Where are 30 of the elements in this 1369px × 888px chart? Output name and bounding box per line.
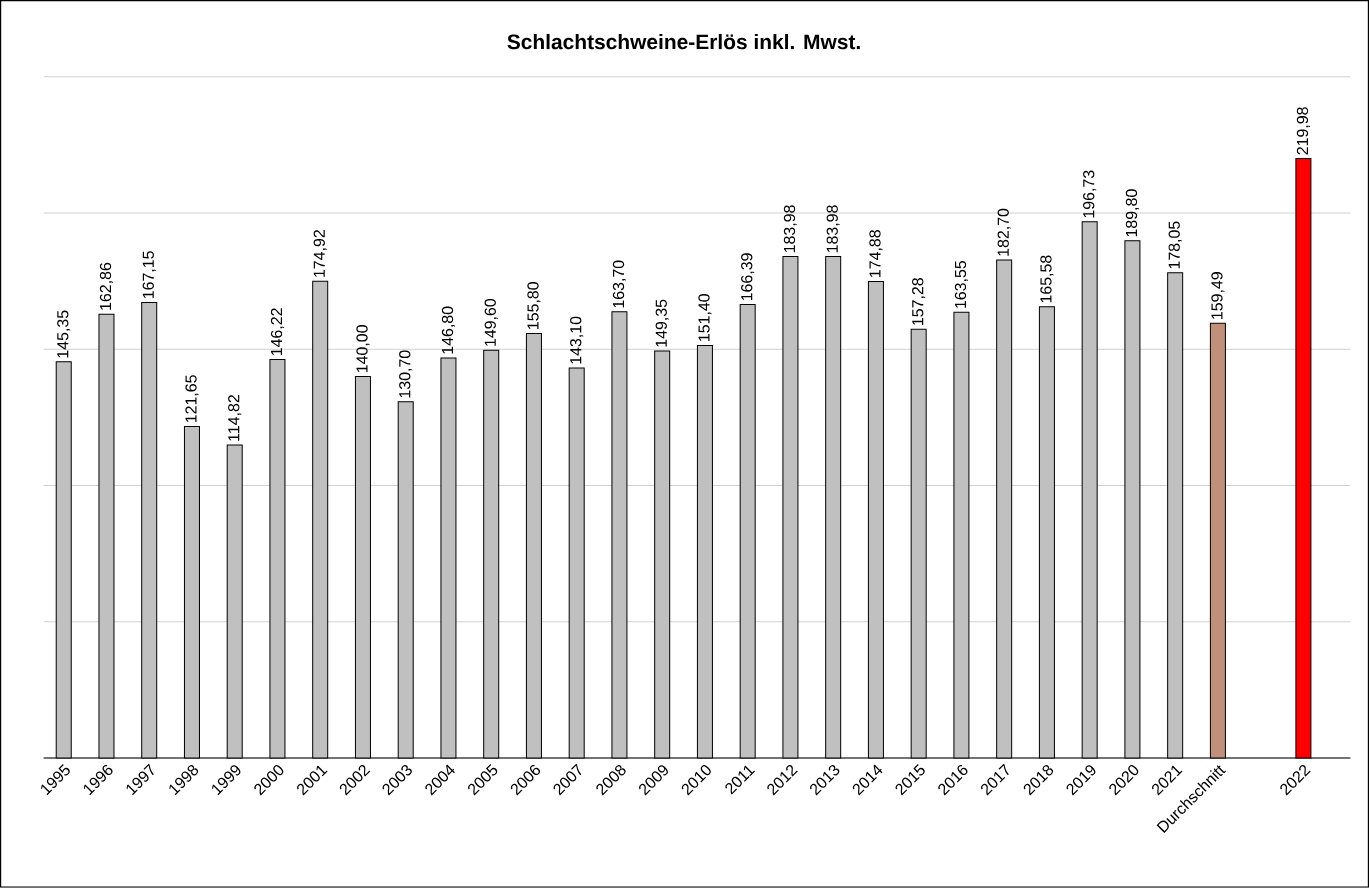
data-label: 149,35	[655, 299, 669, 347]
data-label: 157,28	[912, 278, 926, 326]
data-label: 178,05	[1168, 221, 1182, 269]
data-label: 174,88	[869, 230, 883, 278]
data-label: 183,98	[826, 205, 840, 253]
data-label: 182,70	[997, 208, 1011, 256]
data-label: 151,40	[698, 294, 712, 342]
data-label: 162,86	[99, 263, 114, 310]
data-label: 196,73	[1083, 170, 1097, 218]
data-label: 114,82	[228, 395, 242, 441]
data-label: 130,70	[399, 350, 413, 398]
data-label: 165,58	[1040, 255, 1054, 303]
data-label: 174,92	[313, 230, 327, 277]
data-label: 167,15	[142, 251, 156, 299]
data-label: 145,35	[57, 310, 71, 358]
data-label: 163,55	[954, 261, 968, 308]
data-label: 140,00	[356, 325, 370, 373]
data-label: 166,39	[741, 253, 755, 301]
data-label: 143,10	[570, 316, 584, 364]
data-label: 146,22	[270, 308, 285, 356]
data-label: 163,70	[612, 260, 627, 308]
data-label: 149,60	[484, 299, 498, 346]
data-label: 189,80	[1125, 189, 1139, 237]
data-label: 155,80	[527, 282, 541, 330]
data-label: 219,98	[1296, 107, 1310, 155]
data-label: 183,98	[783, 205, 798, 253]
data-label: 146,80	[441, 306, 456, 354]
chart-title: Schlachtschweine-Erlös inkl. Mwst.	[507, 34, 860, 50]
data-label: 121,65	[185, 375, 199, 423]
data-label: 159,49	[1211, 272, 1225, 320]
